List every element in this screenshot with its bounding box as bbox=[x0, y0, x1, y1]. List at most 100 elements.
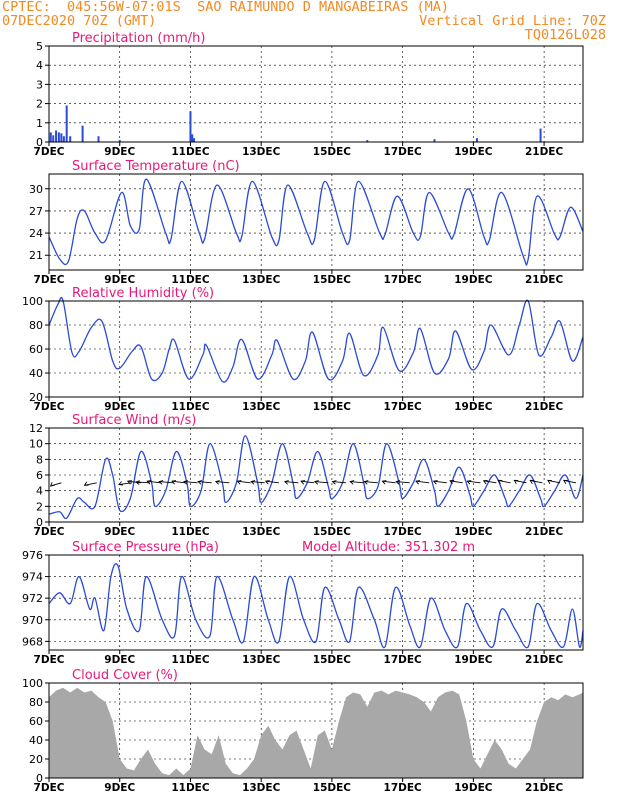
precip-bar bbox=[52, 135, 55, 142]
wind-arrow bbox=[483, 480, 497, 484]
y-tick-label: 20 bbox=[29, 391, 43, 404]
x-tick-label: 11DEC bbox=[171, 401, 210, 413]
wind-arrow-head bbox=[183, 480, 189, 485]
y-tick-label: 1 bbox=[36, 117, 43, 130]
wind-arrow-head bbox=[49, 482, 55, 487]
series-line bbox=[48, 178, 584, 266]
x-tick-label: 7DEC bbox=[34, 654, 65, 666]
x-tick-label: 19DEC bbox=[454, 146, 493, 158]
y-tick-label: 968 bbox=[22, 635, 43, 648]
precip-bar bbox=[191, 134, 194, 142]
panel-1: 21 24 27 30 7DEC 9DEC 11DEC 13DEC 15DEC 17DEC 19DE… bbox=[29, 159, 584, 286]
x-tick-label: 11DEC bbox=[171, 526, 210, 538]
wind-arrow bbox=[215, 481, 230, 484]
wind-arrow bbox=[415, 480, 430, 484]
x-tick-label: 19DEC bbox=[454, 782, 493, 794]
x-tick-label: 21DEC bbox=[525, 274, 564, 286]
y-tick-label: 12 bbox=[29, 422, 43, 435]
y-tick-label: 10 bbox=[29, 438, 43, 451]
x-tick-label: 21DEC bbox=[525, 654, 564, 666]
x-tick-label: 13DEC bbox=[242, 654, 281, 666]
wind-arrow-head bbox=[118, 481, 123, 486]
wind-arrow-head bbox=[381, 480, 387, 485]
panel-5: 0 20 40 60 80 100 7DEC 9DEC 11DEC 13DEC 15DEC 17DEC… bbox=[22, 668, 584, 794]
panel-frame bbox=[48, 554, 584, 651]
y-tick-label: 0 bbox=[36, 136, 43, 149]
precip-bar bbox=[366, 140, 369, 142]
panel-frame bbox=[48, 173, 584, 271]
wind-arrow bbox=[382, 480, 396, 484]
y-tick-label: 20 bbox=[29, 753, 43, 766]
x-tick-label: 13DEC bbox=[242, 782, 281, 794]
wind-arrow-head bbox=[313, 480, 319, 485]
y-tick-label: 3 bbox=[36, 78, 43, 91]
y-tick-label: 80 bbox=[29, 319, 43, 332]
x-tick-label: 19DEC bbox=[454, 526, 493, 538]
panel-4: 968 970 972 974 976 7DEC 9DEC 11DEC 13DEC 15DEC 17… bbox=[22, 540, 584, 666]
precip-bar bbox=[475, 138, 478, 142]
model-code: TQ0126L028 bbox=[524, 27, 606, 43]
x-tick-label: 19DEC bbox=[454, 401, 493, 413]
wind-arrow bbox=[350, 481, 364, 484]
wind-arrow-head bbox=[513, 479, 519, 485]
y-tick-label: 40 bbox=[29, 367, 43, 380]
x-tick-label: 19DEC bbox=[454, 274, 493, 286]
y-tick-label: 24 bbox=[29, 227, 43, 240]
x-tick-label: 15DEC bbox=[313, 146, 352, 158]
header: CPTEC: 045:56W-07:01S SAO RAIMUNDO D MAN… bbox=[0, 0, 618, 50]
cloud-cover-area bbox=[49, 687, 583, 778]
wind-arrow bbox=[135, 481, 150, 484]
wind-arrow-head bbox=[562, 479, 568, 485]
x-tick-label: 17DEC bbox=[384, 274, 423, 286]
series-line bbox=[48, 435, 584, 520]
y-tick-label: 974 bbox=[22, 571, 43, 584]
wind-arrow-head bbox=[363, 480, 369, 485]
x-tick-label: 11DEC bbox=[171, 782, 210, 794]
station-header: CPTEC: 045:56W-07:01S SAO RAIMUNDO D MAN… bbox=[2, 0, 450, 15]
wind-arrow-head bbox=[395, 480, 401, 485]
x-tick-label: 7DEC bbox=[34, 274, 65, 286]
wind-arrow bbox=[433, 480, 447, 484]
series-line bbox=[48, 296, 584, 383]
x-tick-label: 21DEC bbox=[525, 401, 564, 413]
x-tick-label: 9DEC bbox=[104, 401, 135, 413]
precip-bar bbox=[539, 128, 542, 142]
y-tick-label: 4 bbox=[36, 485, 43, 498]
x-tick-label: 9DEC bbox=[104, 146, 135, 158]
x-tick-label: 13DEC bbox=[242, 146, 281, 158]
x-tick-label: 19DEC bbox=[454, 654, 493, 666]
x-tick-label: 17DEC bbox=[384, 401, 423, 413]
x-tick-label: 15DEC bbox=[313, 782, 352, 794]
wind-arrow-head bbox=[449, 480, 455, 485]
y-tick-label: 80 bbox=[29, 696, 43, 709]
wind-arrow bbox=[450, 480, 463, 484]
y-tick-label: 5 bbox=[36, 40, 43, 53]
wind-arrow-head bbox=[415, 480, 421, 485]
wind-arrow bbox=[265, 480, 279, 484]
wind-arrow bbox=[198, 481, 212, 484]
x-tick-label: 15DEC bbox=[313, 274, 352, 286]
x-tick-label: 21DEC bbox=[525, 782, 564, 794]
wind-arrow-head bbox=[236, 480, 242, 485]
x-tick-label: 11DEC bbox=[171, 146, 210, 158]
wind-arrow-head bbox=[466, 480, 472, 485]
wind-arrow bbox=[251, 481, 265, 484]
wind-arrow bbox=[284, 481, 299, 484]
wind-arrow-head bbox=[482, 480, 488, 485]
wind-arrow-head bbox=[146, 480, 152, 485]
wind-arrow-head bbox=[529, 479, 535, 485]
panel-0: 0 1 2 3 4 5 7DEC 9DEC 11DEC 13DEC 15DEC 17DEC 19DEC 2… bbox=[34, 31, 584, 158]
panel-frame bbox=[48, 682, 584, 779]
wind-arrow-head bbox=[264, 480, 270, 485]
x-tick-label: 9DEC bbox=[104, 526, 135, 538]
y-tick-label: 2 bbox=[36, 98, 43, 111]
wind-arrow-head bbox=[497, 479, 503, 485]
x-tick-label: 7DEC bbox=[34, 526, 65, 538]
series-line bbox=[48, 563, 584, 649]
wind-arrow-head bbox=[547, 479, 552, 485]
wind-arrow-head bbox=[197, 480, 203, 485]
y-tick-label: 40 bbox=[29, 734, 43, 747]
y-tick-label: 60 bbox=[29, 715, 43, 728]
x-tick-label: 9DEC bbox=[104, 274, 135, 286]
wind-arrow bbox=[171, 480, 186, 484]
